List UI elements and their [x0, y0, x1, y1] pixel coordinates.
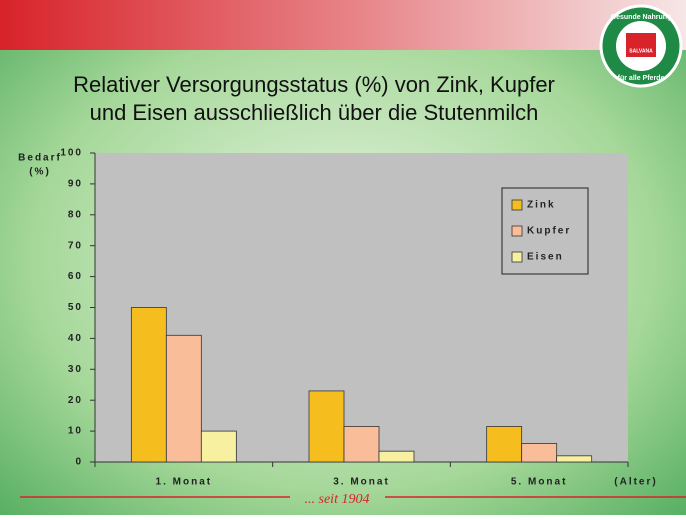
bar [486, 426, 523, 463]
logo-bottom-text: für alle Pferde [618, 75, 665, 82]
bar [308, 390, 345, 463]
plot: 0 10 20 30 40 50 60 70 80 90 100 1. Monat 3. Monat 5.… [60, 148, 657, 488]
bar [165, 334, 202, 463]
x-tick-label: 5. Monat [511, 477, 568, 488]
footer: ... seit 1904 [305, 492, 370, 507]
bar [130, 307, 167, 463]
logo-brand: SALVANA [629, 48, 653, 54]
y-tick-label: 80 [68, 209, 83, 220]
header-bar [0, 0, 686, 50]
legend-label: Kupfer [527, 226, 571, 237]
chart-title: Relativer Versorgungsstatus (%) von Zink… [73, 72, 555, 97]
y-tick-label: 70 [68, 240, 83, 251]
logo: Gesunde Nahrung für alle Pferde SALVANA [599, 4, 683, 88]
logo-badge [626, 33, 656, 57]
bar [556, 455, 593, 463]
bar [200, 430, 237, 463]
y-tick-label: 10 [68, 426, 83, 437]
y-tick-label: 100 [60, 148, 83, 159]
chart-title: und Eisen ausschließlich über die Stuten… [90, 100, 539, 125]
legend-swatch [511, 199, 523, 211]
y-tick-label: 60 [68, 271, 83, 282]
y-tick-label: 20 [68, 395, 83, 406]
x-tick-label: 3. Monat [333, 477, 390, 488]
y-tick-label: 40 [68, 333, 83, 344]
y-tick-label: 30 [68, 364, 83, 375]
legend-label: Zink [527, 200, 556, 211]
logo-top-text: Gesunde Nahrung [611, 14, 672, 21]
y-axis-label: Bedarf [18, 153, 62, 164]
y-tick-label: 90 [68, 179, 83, 190]
bar [521, 443, 558, 463]
bar [343, 426, 380, 463]
x-axis-label: (Alter) [614, 477, 657, 488]
legend-label: Eisen [527, 252, 564, 263]
y-tick-label: 50 [68, 302, 83, 313]
legend-swatch [511, 251, 523, 263]
y-axis-label: (%) [29, 167, 51, 178]
y-tick-label: 0 [75, 457, 83, 468]
legend-swatch [511, 225, 523, 237]
bar [378, 450, 415, 463]
x-tick-label: 1. Monat [156, 477, 213, 488]
